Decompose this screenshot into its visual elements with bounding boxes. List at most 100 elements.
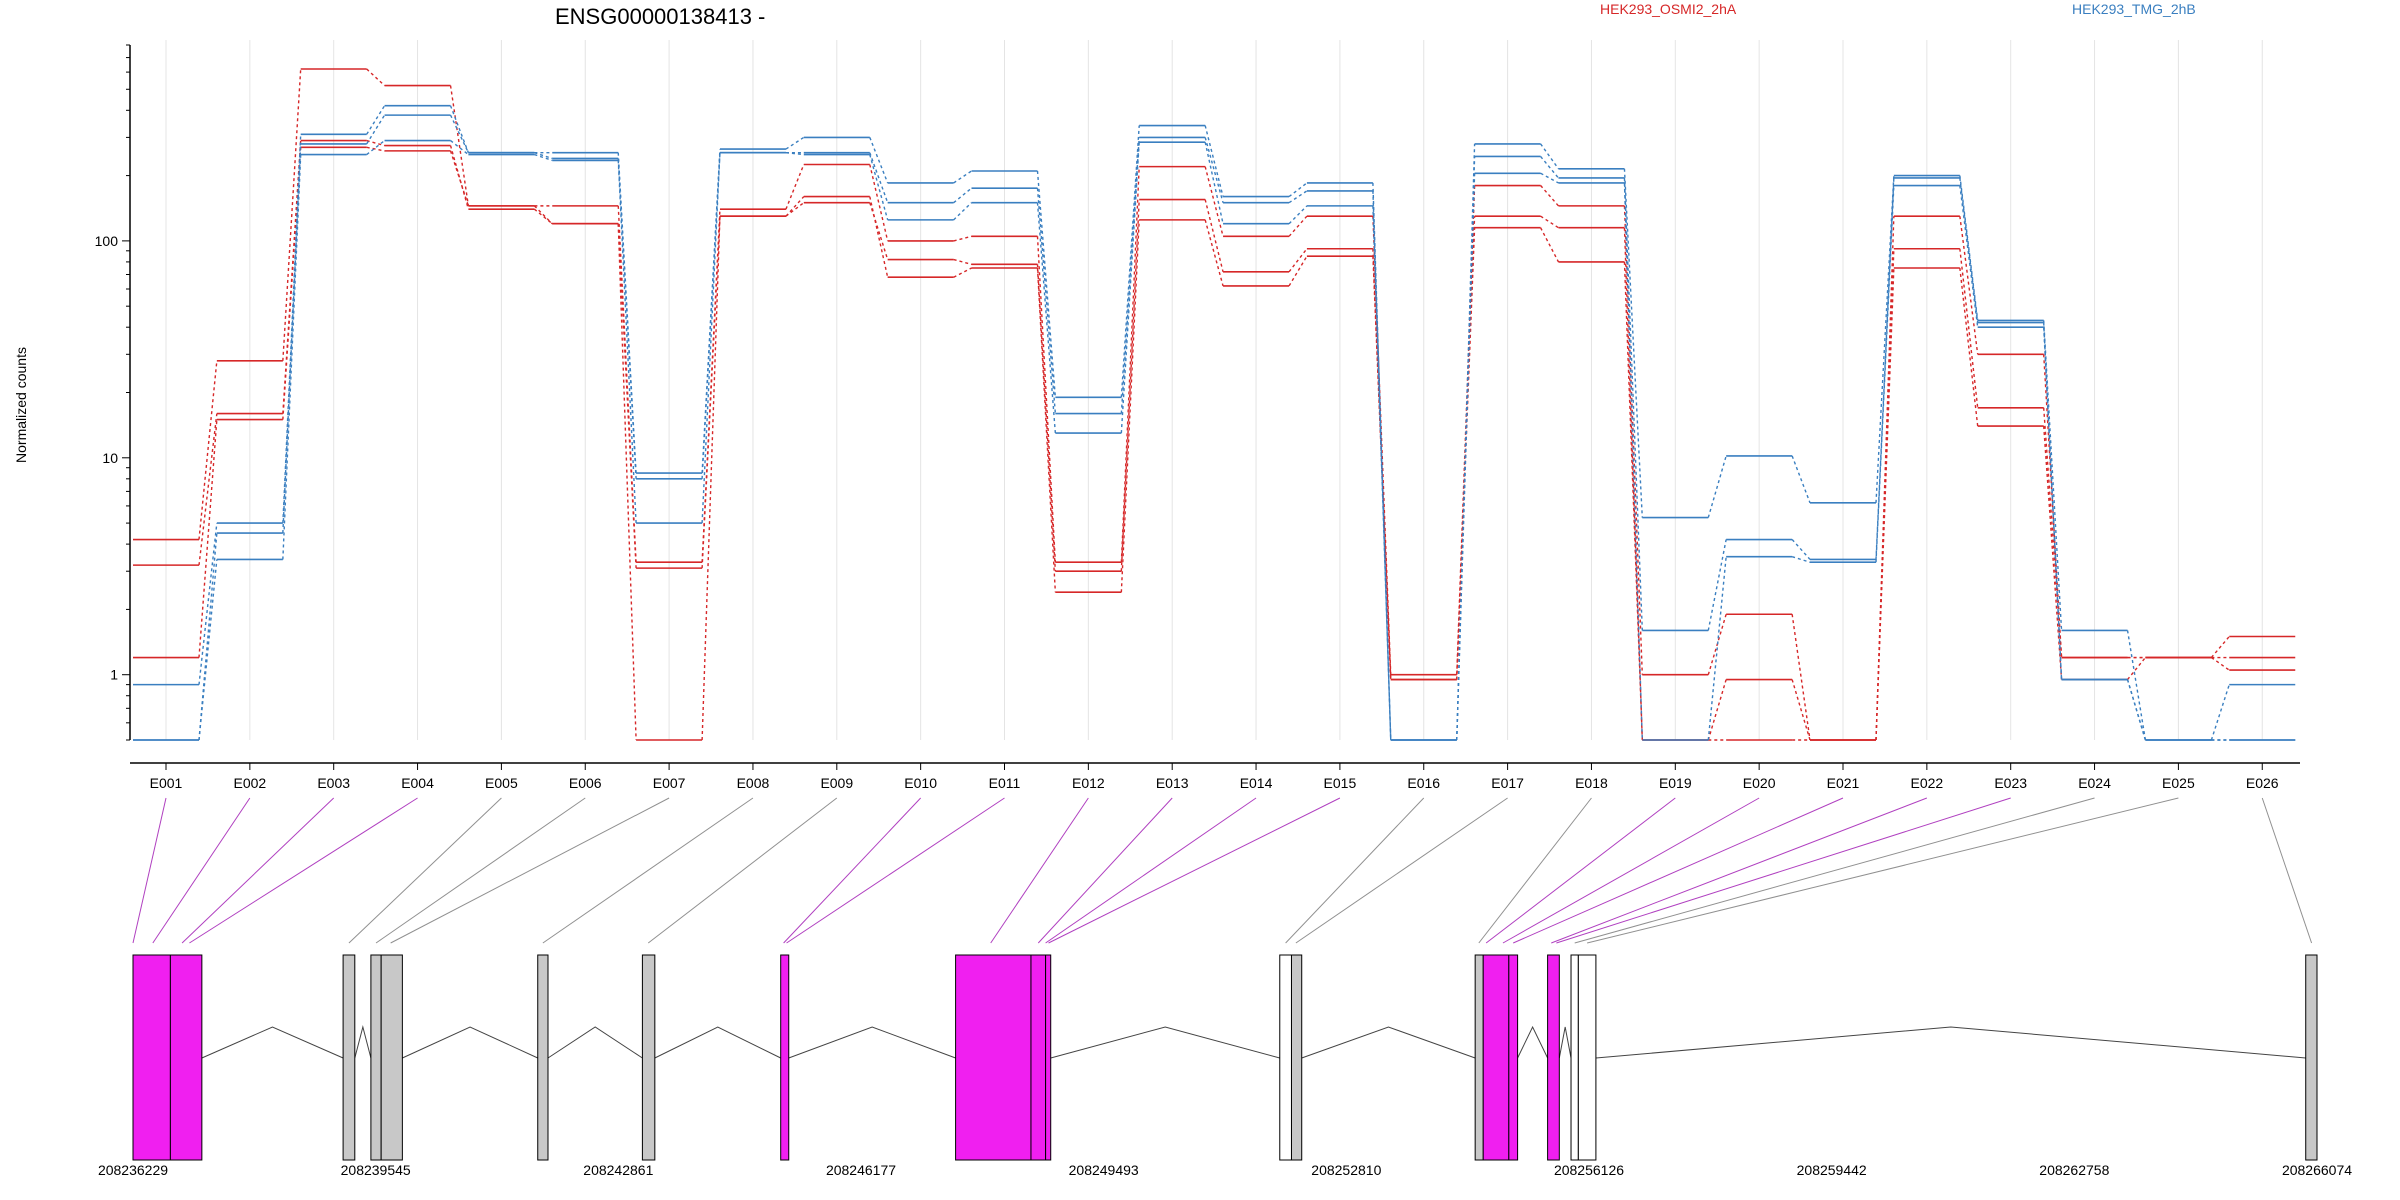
series-connector	[1707, 539, 1727, 631]
exon-connector	[1587, 797, 2179, 944]
x-tick-label: E018	[1575, 775, 1608, 791]
series-connector	[1036, 267, 1057, 593]
series-connector	[2043, 407, 2063, 658]
series-connector	[1959, 267, 1979, 427]
exon-connector	[1048, 797, 1341, 944]
y-axis: 1 10 100	[95, 44, 131, 741]
exon-connector	[1551, 797, 1928, 944]
series-connector	[1623, 168, 1643, 518]
exon-block	[955, 954, 1032, 1161]
exon-block	[780, 954, 790, 1161]
x-tick-label: E015	[1324, 775, 1357, 791]
x-tick-label: E023	[1994, 775, 2027, 791]
series-connector	[953, 258, 972, 265]
gridlines	[165, 40, 2263, 740]
series-connector	[1875, 177, 1895, 560]
series-connector	[869, 137, 889, 184]
series-line	[133, 139, 2296, 741]
intron	[201, 1026, 344, 1059]
exon-connector	[390, 797, 670, 944]
y-tick-label: 10	[102, 450, 118, 466]
series-connector	[449, 145, 470, 210]
series-connector	[1707, 614, 1727, 675]
exon-connector	[1285, 797, 1425, 944]
exon-block	[537, 954, 549, 1161]
series-connector	[1288, 190, 1308, 204]
exon-connector	[783, 797, 922, 944]
series-connector	[953, 267, 972, 278]
series-connector	[1204, 219, 1224, 287]
intron	[1301, 1026, 1476, 1059]
x-tick-label: E009	[820, 775, 853, 791]
series-connector	[1540, 185, 1559, 207]
exon-block	[1290, 954, 1303, 1161]
series-connector	[617, 160, 637, 524]
x-tick-label: E024	[2078, 775, 2111, 791]
series-connector	[617, 223, 637, 741]
exon-connector	[1574, 797, 2095, 944]
intron	[788, 1026, 956, 1059]
x-tick-label: E025	[2162, 775, 2195, 791]
series-connector	[1540, 143, 1560, 170]
series-connector	[366, 68, 386, 87]
series-connector	[1036, 188, 1057, 414]
genomic-coordinate-label: 208256126	[1554, 1162, 1624, 1178]
exon-connector	[1478, 797, 1592, 944]
series-connector	[1791, 455, 1811, 504]
series-connector	[701, 152, 721, 479]
series-connector	[1120, 142, 1140, 434]
x-tick-label: E002	[233, 775, 266, 791]
series-connector	[701, 216, 721, 741]
series-connector	[869, 152, 889, 203]
exon-connector	[348, 797, 502, 944]
series-connector	[198, 419, 218, 658]
genomic-coordinate-label: 208262758	[2039, 1162, 2109, 1178]
series-connector	[198, 532, 218, 741]
series-connector	[1707, 679, 1727, 741]
series-line	[133, 104, 2296, 741]
exon-block	[1508, 954, 1519, 1161]
series-connector	[1875, 185, 1895, 563]
x-tick-label: E014	[1240, 775, 1273, 791]
exon-block	[1577, 954, 1597, 1161]
series-connector	[533, 205, 553, 225]
exon-connector	[375, 797, 586, 944]
series-connector	[534, 153, 553, 162]
x-tick-label: E026	[2246, 775, 2279, 791]
exon-connector	[181, 797, 335, 944]
exon-connector	[1513, 797, 1844, 944]
series-connector	[1288, 182, 1308, 198]
series-connector	[785, 164, 805, 210]
genomic-coordinate-label: 208239545	[341, 1162, 411, 1178]
series-connector	[1791, 539, 1811, 560]
genomic-coordinate-label: 208259442	[1797, 1162, 1867, 1178]
series-connector	[1372, 190, 1392, 741]
series-connector	[1540, 172, 1559, 184]
series-connector	[1456, 216, 1476, 680]
exon-connector	[990, 797, 1089, 944]
y-tick-label: 100	[95, 233, 119, 249]
exon-connector	[786, 797, 1005, 944]
intron	[1517, 1025, 1549, 1059]
series-connector	[953, 170, 972, 184]
series-connector	[1288, 215, 1308, 237]
exon-connector	[132, 797, 167, 944]
series-connector	[282, 68, 302, 361]
series-connector	[1791, 679, 1811, 741]
x-tick-label: E001	[150, 775, 183, 791]
x-axis: E001 E002 E003 E004 E005 E006 E007 E008 E009 E010…	[130, 762, 2300, 791]
series-connector	[1036, 170, 1057, 398]
series-connector	[953, 187, 972, 204]
series-connector	[2127, 657, 2146, 680]
series-connector	[1120, 137, 1140, 414]
series-connector	[449, 150, 470, 207]
genomic-coordinate-axis: 208236229 208239545 208242861 208246177 2082…	[98, 1162, 2352, 1178]
series-connector	[1623, 261, 1643, 741]
series-connector	[2043, 327, 2063, 680]
series-connector	[701, 152, 721, 524]
series-connector	[1540, 215, 1559, 229]
x-tick-label: E006	[569, 775, 602, 791]
exon-block	[342, 954, 356, 1161]
series-connector	[1875, 267, 1895, 741]
exon-block	[1482, 954, 1510, 1161]
